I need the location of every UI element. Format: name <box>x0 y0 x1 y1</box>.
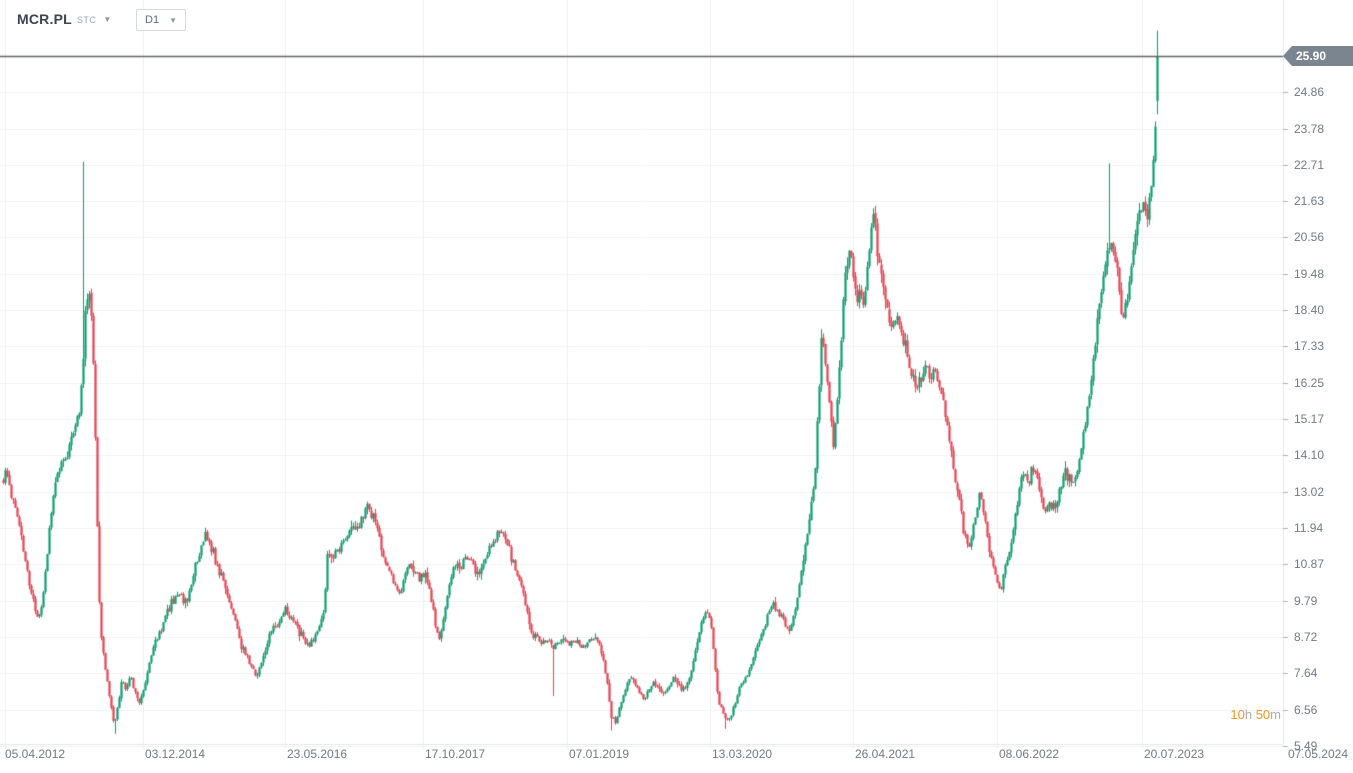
time-axis-label: 08.06.2022 <box>999 747 1060 761</box>
market-category-label: STC <box>76 15 97 25</box>
price-axis-label: 18.40 <box>1294 303 1325 318</box>
price-axis-label: 16.25 <box>1294 375 1325 390</box>
price-axis-label: 22.71 <box>1294 157 1325 172</box>
time-axis-label: 17.10.2017 <box>425 747 486 761</box>
price-axis-label: 17.33 <box>1294 339 1325 354</box>
time-axis-label: 26.04.2021 <box>855 747 916 761</box>
time-axis-label: 03.12.2014 <box>145 747 206 761</box>
price-axis-label: 23.78 <box>1294 121 1325 136</box>
price-axis-label: 10.87 <box>1294 557 1325 572</box>
price-axis-label: 7.64 <box>1294 666 1318 681</box>
price-axis-label: 14.10 <box>1294 448 1325 463</box>
price-axis-label: 21.63 <box>1294 194 1325 209</box>
countdown-minutes: 50 <box>1255 707 1271 722</box>
countdown-hours: 10 <box>1230 707 1245 722</box>
price-axis-label: 9.79 <box>1294 593 1318 608</box>
current-price-badge: 25.90 <box>1283 46 1353 66</box>
price-axis-label: 15.17 <box>1294 412 1325 427</box>
price-axis-label: 6.56 <box>1294 702 1318 717</box>
price-axis-label: 11.94 <box>1294 521 1324 536</box>
price-axis-label: 13.02 <box>1294 484 1325 499</box>
time-axis-label: 23.05.2016 <box>287 747 348 761</box>
countdown-hours-unit: h <box>1244 707 1253 722</box>
timeframe-label: D1 <box>145 14 160 26</box>
time-axis-label: 05.04.2012 <box>5 747 66 761</box>
symbol-selector[interactable]: MCR.PL STC ▼ <box>17 11 111 27</box>
price-axis-label: 5.49 <box>1294 739 1318 754</box>
price-axis-label: 24.86 <box>1294 85 1325 100</box>
time-axis-label: 07.01.2019 <box>569 747 630 761</box>
price-axis-label: 20.56 <box>1294 230 1325 245</box>
session-countdown: 10h 50m <box>1230 707 1281 722</box>
timeframe-selector[interactable]: D1 ▼ <box>136 9 186 31</box>
price-axis-label: 19.48 <box>1294 266 1325 281</box>
symbol-dropdown-caret-icon[interactable]: ▼ <box>103 15 112 24</box>
price-axis-label: 8.72 <box>1294 629 1318 644</box>
symbol-label: MCR.PL <box>17 11 72 27</box>
time-axis-label: 13.03.2020 <box>712 747 773 761</box>
timeframe-dropdown-caret-icon[interactable]: ▼ <box>169 15 177 25</box>
time-axis-label: 07.05.2024 <box>1287 747 1348 761</box>
countdown-minutes-unit: m <box>1270 707 1281 722</box>
time-axis-label: 20.07.2023 <box>1144 747 1205 761</box>
